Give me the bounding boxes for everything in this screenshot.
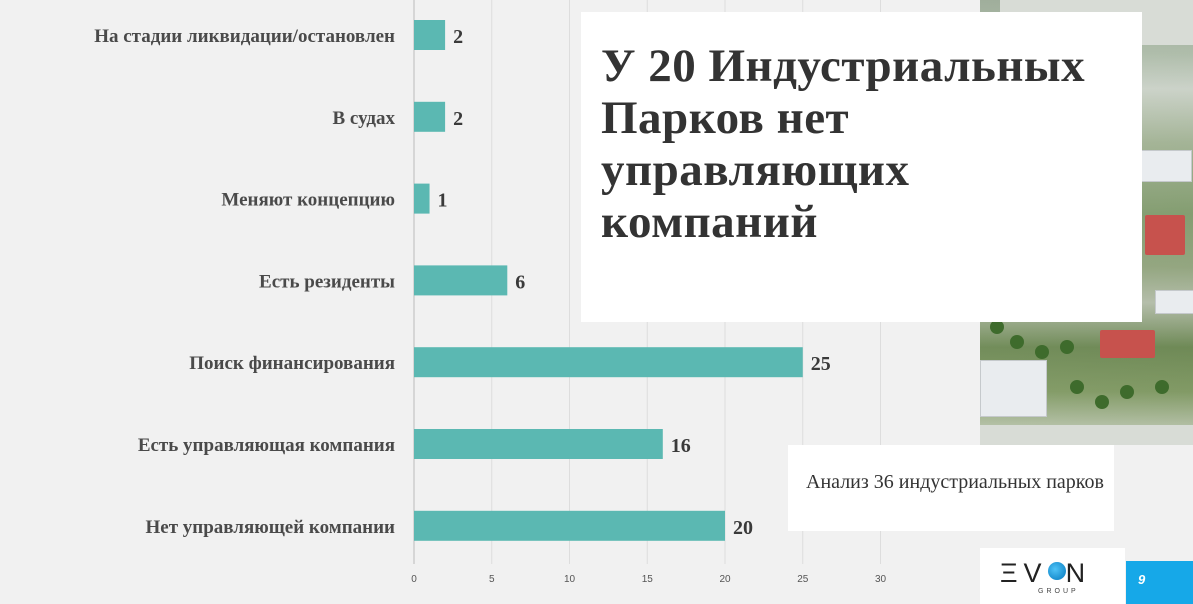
bar [414, 101, 446, 132]
evon-logo: ΞV N GROUP [980, 548, 1125, 604]
title-panel: У 20 Индустриальных Парков нет управляющ… [581, 12, 1142, 322]
logo-subtitle: GROUP [1038, 588, 1079, 595]
x-tick-label: 10 [564, 574, 576, 585]
x-tick-label: 25 [797, 574, 809, 585]
bar [414, 265, 508, 296]
x-tick-label: 15 [642, 574, 654, 585]
slide-title: У 20 Индустриальных Парков нет управляющ… [601, 40, 1086, 248]
data-label: 2 [453, 108, 463, 130]
data-label: 6 [515, 271, 525, 293]
data-label: 20 [733, 517, 753, 539]
category-label: Есть резиденты [259, 271, 395, 292]
data-label: 1 [438, 190, 448, 212]
logo-wordmark: ΞV N [1000, 558, 1092, 588]
data-label: 2 [453, 26, 463, 48]
globe-icon [1047, 562, 1066, 580]
category-label: На стадии ликвидации/остановлен [94, 26, 395, 47]
bar [414, 20, 446, 50]
category-label: Нет управляющей компании [145, 517, 395, 538]
x-tick-label: 30 [875, 574, 887, 585]
category-label: Есть управляющая компания [138, 435, 395, 456]
bar [414, 183, 430, 214]
category-label: Меняют концепцию [221, 190, 395, 211]
analysis-note: Анализ 36 индустриальных парков [806, 471, 1104, 493]
x-tick-label: 0 [411, 574, 417, 585]
note-panel: Анализ 36 индустриальных парков [788, 445, 1114, 531]
category-label: Поиск финансирования [189, 353, 395, 374]
page-number-badge: 9 [1126, 561, 1193, 604]
bar [414, 429, 663, 459]
bar [414, 510, 725, 541]
x-tick-label: 5 [489, 574, 495, 585]
x-tick-label: 20 [719, 574, 731, 585]
page-number: 9 [1138, 572, 1146, 587]
data-label: 25 [811, 353, 831, 375]
data-label: 16 [671, 435, 691, 457]
category-label: В судах [332, 108, 395, 129]
bar [414, 347, 803, 378]
